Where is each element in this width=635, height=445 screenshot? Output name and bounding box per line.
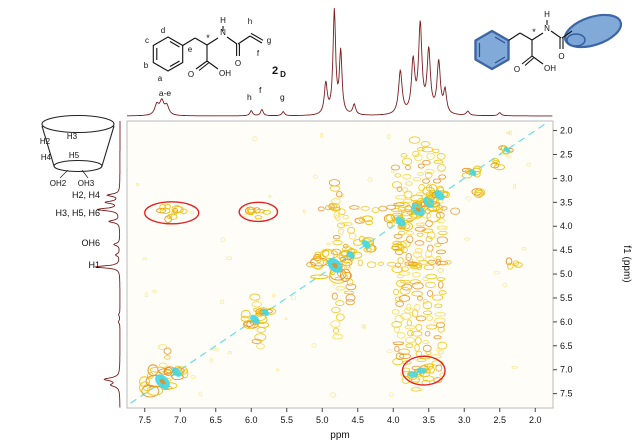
x-axis-ticks: 7.5 7.0 6.5 6.0 5.5 5.0 4.5 4.0 3.5 3.0 2.5 2.0: [138, 408, 542, 425]
svg-text:5.5: 5.5: [560, 293, 573, 303]
svg-text:3.5: 3.5: [422, 415, 435, 425]
acryloyl-blue-blob-bump: [566, 33, 586, 47]
compound-number-subscript: D: [280, 70, 286, 79]
svg-text:6.5: 6.5: [209, 415, 222, 425]
svg-text:4.0: 4.0: [560, 221, 573, 231]
amide-h-label: H: [220, 16, 226, 25]
diagonal-peaks: [139, 145, 514, 398]
atom-label-g: g: [267, 36, 271, 45]
svg-text:2.0: 2.0: [560, 126, 573, 136]
phenyl-inner-bonds: [478, 36, 506, 64]
atom-label-b: b: [144, 61, 149, 70]
svg-text:4.5: 4.5: [351, 415, 364, 425]
bond-lines: [152, 26, 264, 72]
chiral-star: *: [532, 27, 536, 37]
y-axis-title: f1 (ppm): [621, 245, 632, 282]
chiral-star: *: [206, 33, 210, 43]
svg-text:3.5: 3.5: [560, 197, 573, 207]
cd-h3-label: H3: [67, 132, 78, 141]
amide-n-label: N: [220, 28, 226, 37]
left-row-label-h2-h4: H2, H4: [71, 190, 100, 200]
top-peak-label-g: g: [280, 92, 285, 102]
cross-peaks: [156, 158, 523, 384]
cd-oh3-label: OH3: [78, 179, 95, 188]
highlighted-molecule-structure: * O OH N H O: [474, 10, 623, 74]
svg-text:6.0: 6.0: [245, 415, 258, 425]
compound-number: 2: [272, 65, 278, 77]
highlight-circles: [144, 201, 446, 386]
phenyl-blue-blob: [474, 29, 510, 71]
amide-o-label: O: [235, 59, 241, 68]
svg-text:3.0: 3.0: [458, 415, 471, 425]
svg-text:7.5: 7.5: [560, 389, 573, 399]
acid-oh-label: OH: [544, 64, 556, 73]
acryloyl-blue-blob: [563, 13, 623, 49]
atom-label-e: e: [188, 45, 193, 54]
svg-text:4.0: 4.0: [387, 415, 400, 425]
acid-oh-label: OH: [219, 69, 231, 78]
svg-text:4.5: 4.5: [560, 245, 573, 255]
atom-label-f: f: [257, 49, 260, 58]
svg-text:3.0: 3.0: [560, 173, 573, 183]
left-1d-trace: [94, 121, 121, 408]
top-peak-label-aromatic: a-e: [158, 88, 172, 98]
x-axis-title: ppm: [330, 430, 349, 441]
amide-o-label: O: [558, 52, 564, 61]
amide-h-label: H: [544, 10, 550, 19]
acid-o-label: O: [188, 70, 194, 79]
top-peak-label-f: f: [259, 85, 262, 95]
svg-text:6.0: 6.0: [560, 317, 573, 327]
amide-n-label: N: [544, 24, 550, 33]
cd-oh2-label: OH2: [50, 179, 67, 188]
atom-label-a: a: [158, 74, 163, 83]
svg-text:5.0: 5.0: [316, 415, 329, 425]
cd-h4-label: H4: [41, 153, 52, 162]
svg-text:5.5: 5.5: [280, 415, 293, 425]
left-row-label-h1: H1: [88, 260, 100, 270]
svg-text:5.0: 5.0: [560, 269, 573, 279]
acid-o-label: O: [514, 65, 520, 74]
svg-text:2.5: 2.5: [493, 415, 506, 425]
svg-text:7.5: 7.5: [138, 415, 151, 425]
svg-text:6.5: 6.5: [560, 341, 573, 351]
cd-h5-label: H5: [69, 151, 80, 160]
svg-text:2.0: 2.0: [529, 415, 542, 425]
atom-label-d: d: [161, 26, 165, 35]
bond-lines: [508, 20, 573, 66]
left-row-label-h3-h5-h6: H3, H5, H6: [55, 208, 100, 218]
svg-text:7.0: 7.0: [174, 415, 187, 425]
cd-h2-label: H2: [40, 137, 51, 146]
guest-molecule-structure: d c b a e * O OH N H O h g f 2 D: [144, 16, 286, 83]
atom-label-c: c: [145, 36, 149, 45]
svg-text:2.5: 2.5: [560, 149, 573, 159]
top-peak-label-h: h: [247, 92, 252, 102]
y-axis-ticks: 2.0 2.5 3.0 3.5 4.0 4.5 5.0 5.5 6.0 6.5 7.0 7.5: [553, 126, 573, 399]
top-1d-trace: [127, 7, 553, 117]
cyclodextrin-cartoon: H2 H3 H4 H5 OH2 OH3: [40, 114, 115, 188]
left-row-label-oh6: OH6: [81, 238, 100, 248]
cone-outline: [41, 114, 115, 179]
svg-text:7.0: 7.0: [560, 365, 573, 375]
atom-label-h: h: [248, 17, 252, 26]
